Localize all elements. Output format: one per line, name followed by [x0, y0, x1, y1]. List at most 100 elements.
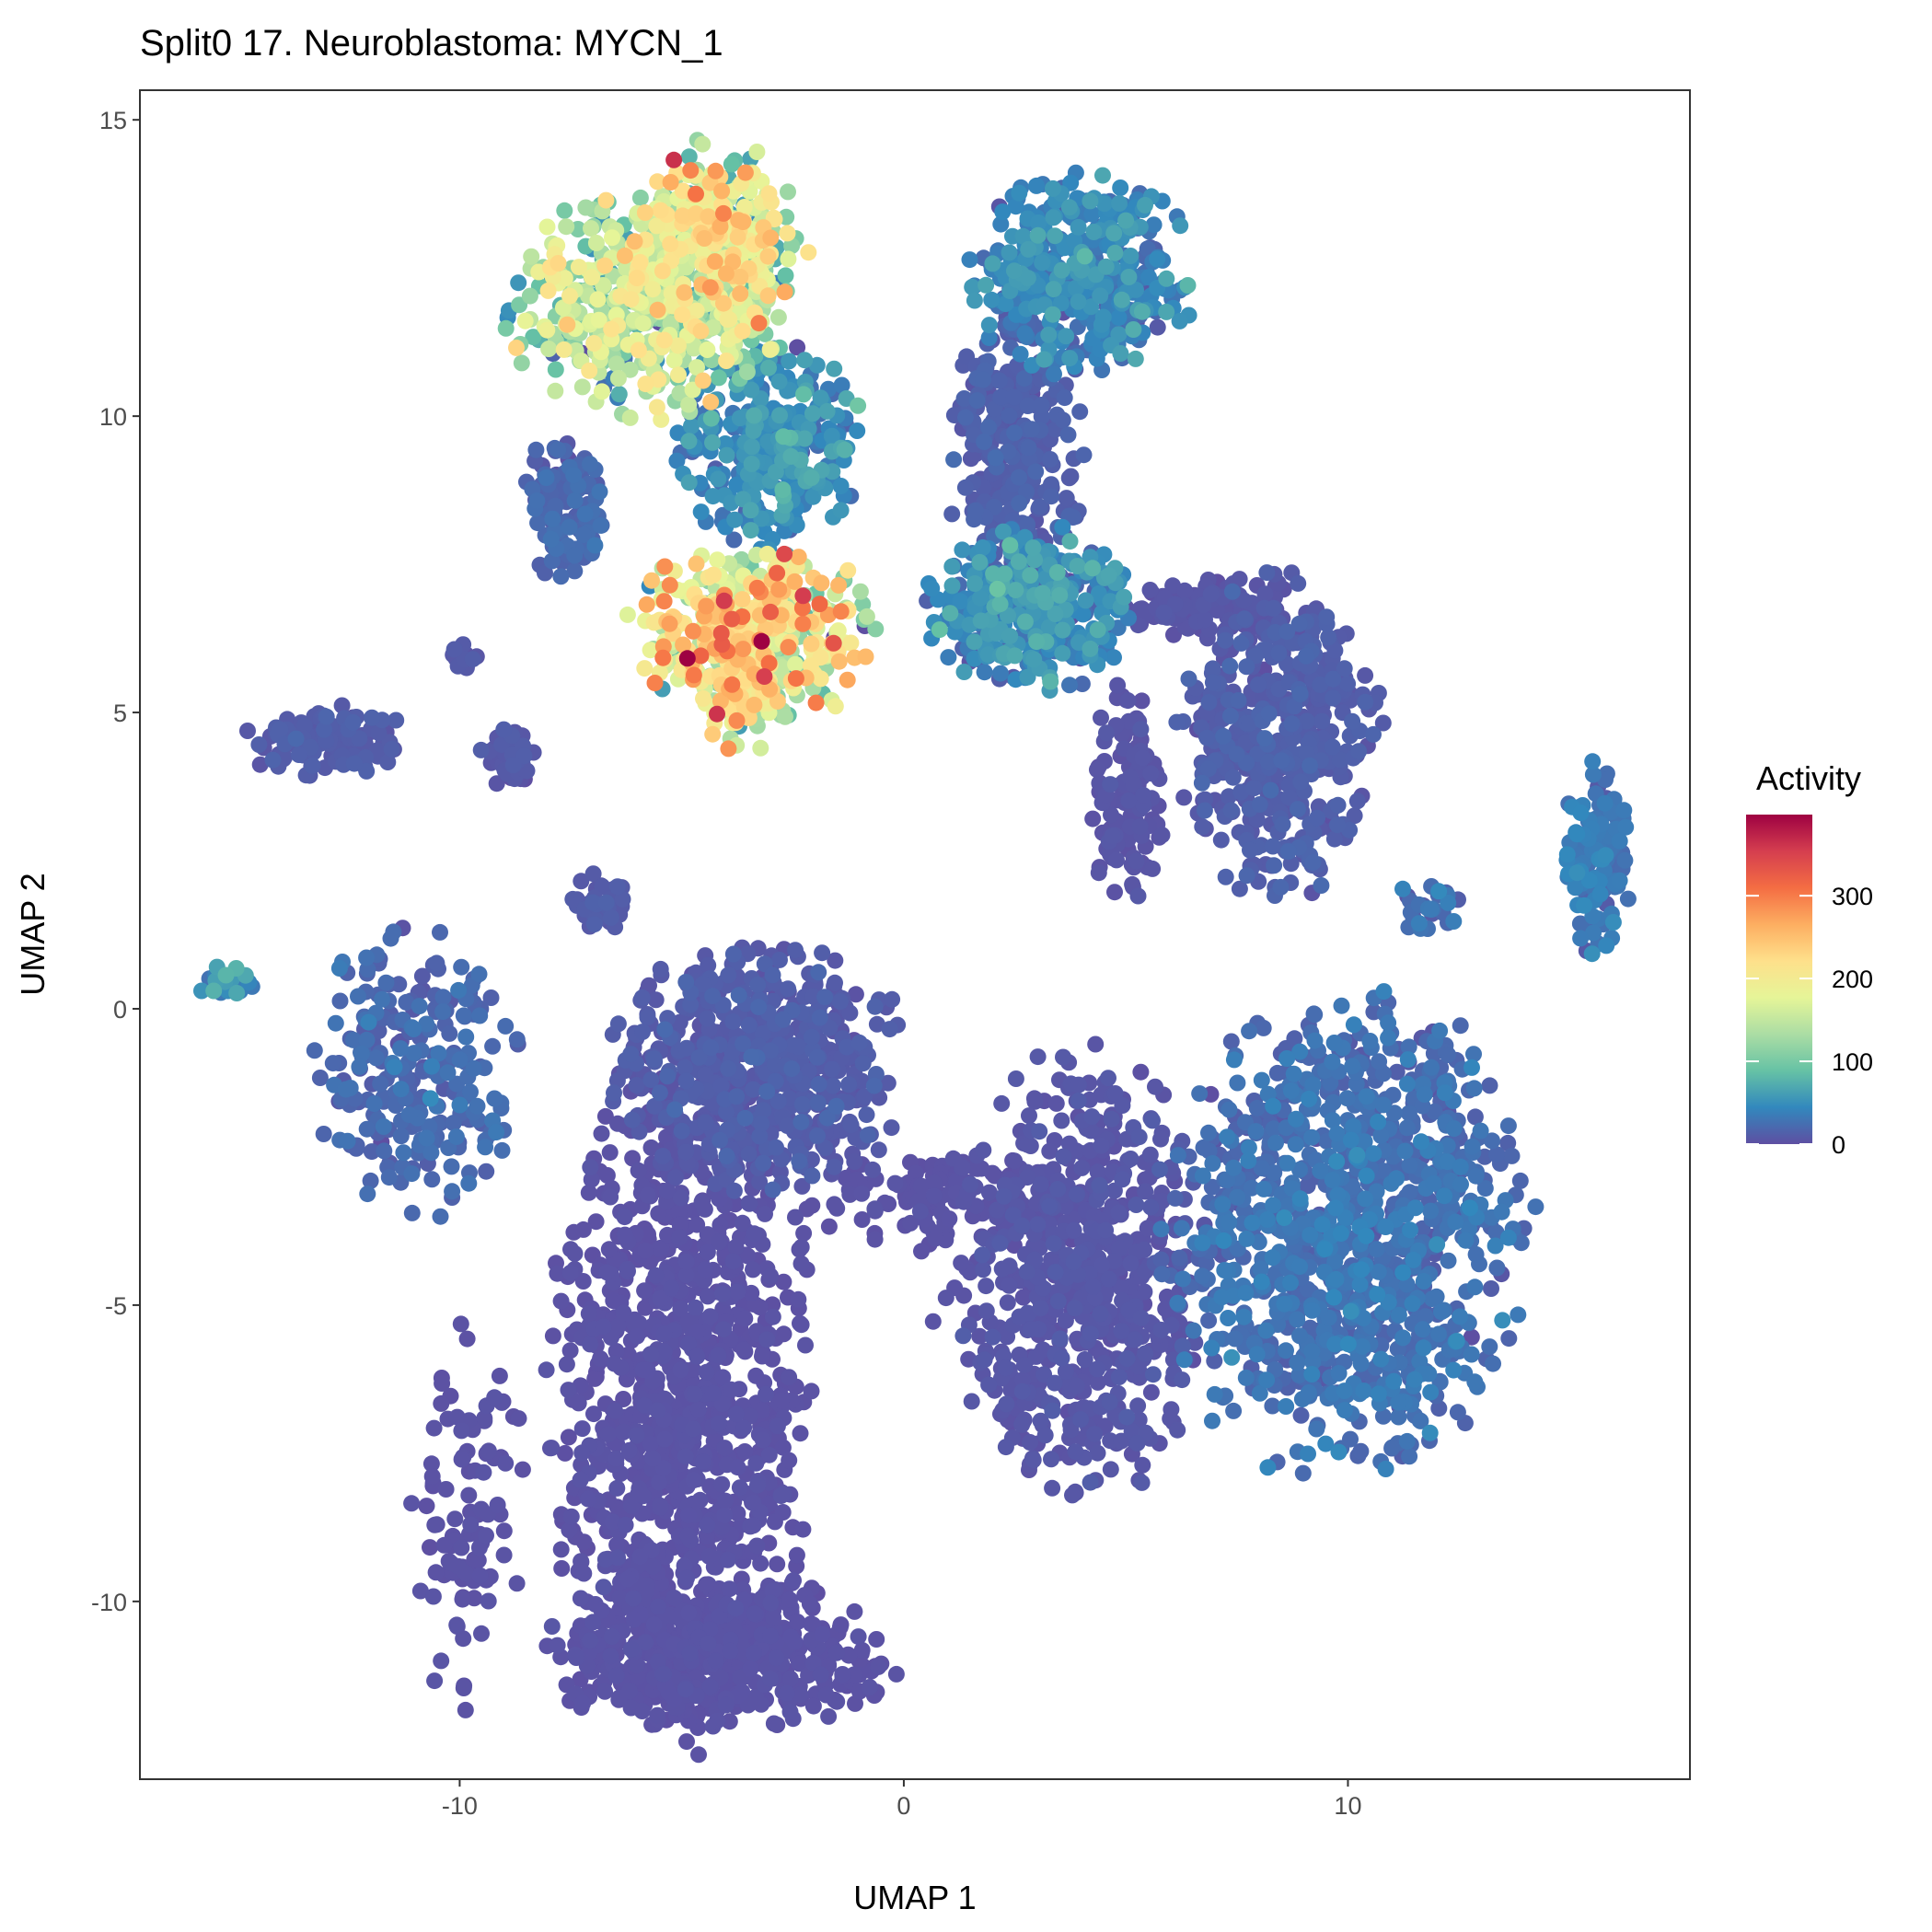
data-point [435, 1536, 453, 1554]
data-point [272, 721, 289, 738]
data-point [963, 1393, 980, 1410]
data-point [1110, 1204, 1128, 1221]
data-point [1136, 1241, 1153, 1258]
data-point [774, 1011, 792, 1028]
data-point [1238, 658, 1255, 676]
data-point [1329, 796, 1347, 814]
data-point [489, 1497, 506, 1513]
data-point [1083, 1108, 1101, 1126]
data-point [826, 1196, 843, 1213]
data-point [1152, 1321, 1170, 1338]
data-point [1128, 852, 1145, 870]
data-point [1055, 1148, 1072, 1165]
data-point [696, 1200, 713, 1218]
data-point [716, 1440, 734, 1457]
data-point [820, 1218, 838, 1235]
data-point [728, 1283, 746, 1301]
data-point [975, 1141, 992, 1159]
data-point [978, 1278, 995, 1295]
data-point [433, 1394, 450, 1412]
data-point [1027, 463, 1045, 480]
data-point [791, 1152, 808, 1170]
data-point [976, 1351, 993, 1369]
data-point [582, 1159, 599, 1176]
data-point [828, 1693, 846, 1710]
data-point [432, 923, 448, 941]
data-point [475, 1463, 492, 1481]
data-point [1325, 670, 1342, 688]
data-point [779, 1117, 796, 1134]
data-point [1046, 1374, 1063, 1392]
data-point [631, 1548, 649, 1566]
data-point [656, 1021, 674, 1038]
data-point [1103, 1110, 1120, 1128]
data-point [584, 1614, 602, 1631]
data-point [764, 1181, 781, 1198]
data-point [647, 1267, 665, 1284]
data-point [853, 1211, 871, 1228]
data-point [1054, 411, 1071, 429]
data-point [585, 1406, 602, 1423]
data-point [1221, 707, 1239, 724]
data-point [575, 1565, 593, 1582]
data-point [1073, 1159, 1091, 1176]
data-point [803, 1028, 820, 1046]
data-point [1163, 1401, 1180, 1418]
data-point [471, 1567, 489, 1584]
data-point [1084, 810, 1102, 827]
data-point [1279, 843, 1297, 860]
data-point [304, 757, 321, 774]
data-point [634, 1024, 651, 1041]
data-point [1151, 1161, 1168, 1178]
data-point [597, 894, 615, 911]
data-point [717, 1696, 735, 1714]
data-point [600, 1241, 618, 1258]
data-point [787, 1209, 804, 1226]
data-point [758, 1385, 775, 1403]
data-point [1258, 564, 1276, 582]
data-point [592, 1349, 609, 1367]
data-point [608, 1479, 626, 1497]
data-point [574, 1273, 592, 1290]
data-point [771, 951, 788, 968]
data-point [1091, 1176, 1108, 1194]
data-point [679, 1527, 697, 1544]
data-point [754, 1431, 771, 1449]
data-point [556, 1444, 573, 1462]
data-point [1290, 574, 1307, 592]
data-point [808, 1048, 826, 1066]
data-point [677, 1681, 694, 1698]
data-point [1029, 1048, 1047, 1066]
data-point [846, 1153, 863, 1170]
data-point [1070, 1092, 1087, 1109]
data-point [1007, 1070, 1024, 1087]
data-point [1365, 725, 1382, 743]
data-point [1093, 709, 1109, 726]
data-point [754, 1348, 770, 1365]
data-point [834, 1666, 851, 1683]
data-point [850, 1628, 867, 1646]
data-point [677, 1072, 695, 1090]
data-point [403, 1495, 421, 1512]
data-point [792, 1239, 810, 1255]
data-point [1122, 1151, 1140, 1167]
data-point [997, 1439, 1014, 1456]
data-point [598, 1264, 616, 1281]
data-point [595, 1579, 612, 1596]
data-point [651, 1474, 667, 1491]
data-point [745, 1517, 762, 1534]
data-point [1056, 389, 1073, 407]
data-point [1329, 816, 1346, 834]
data-point [462, 1516, 480, 1533]
data-point [655, 1325, 673, 1343]
data-point [730, 987, 747, 1004]
data-point [750, 999, 768, 1016]
data-point [1135, 786, 1152, 804]
data-point [961, 1175, 978, 1193]
data-point [1290, 615, 1308, 632]
data-point [376, 1142, 393, 1160]
data-point [883, 1119, 900, 1137]
data-point [1325, 689, 1342, 707]
data-point [1133, 692, 1151, 710]
data-point [324, 1055, 341, 1072]
